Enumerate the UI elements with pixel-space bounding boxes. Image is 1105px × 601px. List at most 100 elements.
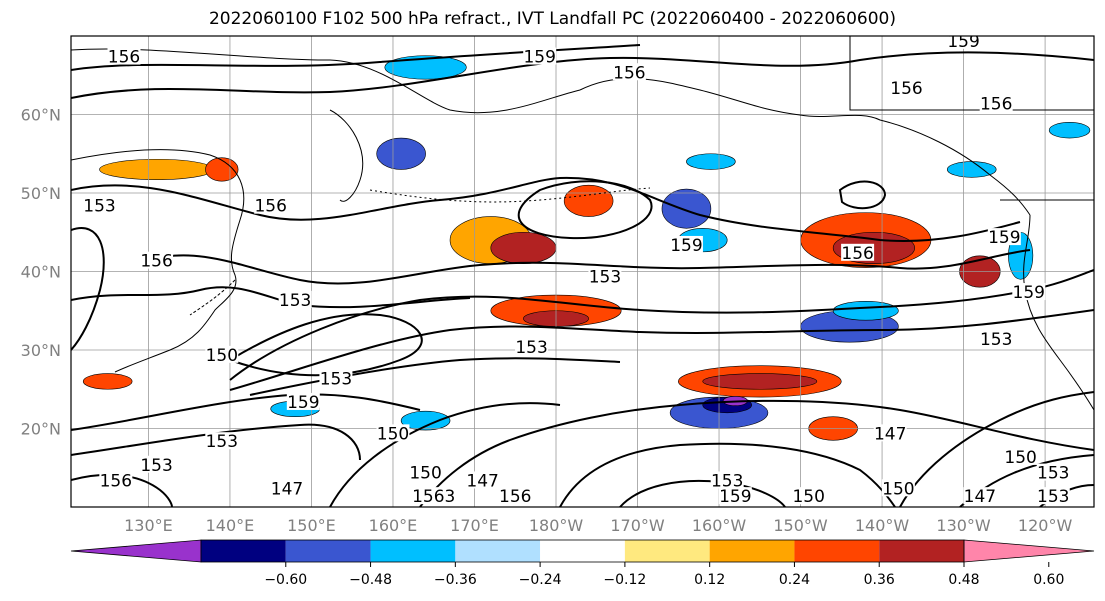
contour-label-bg: [498, 487, 532, 505]
colorbar-swatch: [370, 540, 456, 562]
colorbar-tick-label: −0.12: [603, 572, 646, 588]
longitude-label: 170°W: [610, 516, 665, 535]
contour-label-bg: [841, 243, 875, 261]
coastline-north-america: [1023, 214, 1094, 411]
longitude-label: 170°E: [450, 516, 499, 535]
contour-label-bg: [979, 330, 1013, 348]
contour-label-bg: [319, 369, 353, 387]
contour-label: 153: [1037, 464, 1069, 484]
contour-label: 147: [964, 487, 996, 507]
coastline-asia: [71, 149, 245, 373]
contour-label-bg: [881, 479, 915, 497]
contour-label: 147: [466, 471, 498, 491]
contour-label: 156: [108, 48, 140, 68]
coastline-siberia: [71, 48, 581, 114]
contour-label: 159: [670, 236, 702, 256]
contour-label: 159: [523, 48, 555, 68]
longitude-label: 130°W: [936, 516, 991, 535]
longitude-label: 130°E: [124, 516, 173, 535]
contour-label-bg: [979, 94, 1013, 112]
contour-label-bg: [140, 251, 174, 269]
fill-patch: [832, 301, 899, 321]
contour-label-bg: [669, 235, 703, 253]
contour-label-bg: [1012, 283, 1046, 301]
contour-label-bg: [612, 63, 646, 81]
contour-label: 150: [882, 479, 914, 499]
fill-patch: [82, 373, 133, 390]
contour-label: 150: [377, 424, 409, 444]
latitude-label: 30°N: [21, 341, 61, 360]
longitude-label: 180°W: [529, 516, 584, 535]
contour-label: 156: [100, 471, 132, 491]
contour-label: 156: [254, 197, 286, 217]
longitude-label: 120°W: [1018, 516, 1073, 535]
contour-label: 150: [1004, 448, 1036, 468]
contour-label-bg: [278, 290, 312, 308]
graticule: [71, 36, 1094, 507]
contour-label-bg: [286, 392, 320, 410]
colorbar-swatch: [709, 540, 795, 562]
contour-label-bg: [411, 487, 456, 505]
longitude-label: 160°W: [692, 516, 747, 535]
contour-label: 156: [499, 487, 531, 507]
contour-line: [71, 176, 1021, 242]
contour-label-bg: [83, 196, 117, 214]
contour-label-bg: [890, 78, 924, 96]
contour-label: 153: [515, 338, 547, 358]
map-title: 2022060100 F102 500 hPa refract., IVT La…: [208, 9, 896, 29]
contour-label: 150: [206, 346, 238, 366]
map-frame: [70, 35, 1095, 508]
fill-patch: [1048, 122, 1091, 139]
contour-label-bg: [1036, 463, 1070, 481]
contour-label: 153: [320, 369, 352, 389]
latitude-label: 20°N: [21, 420, 61, 439]
colorbar-swatch: [201, 540, 286, 562]
contour-label-bg: [588, 267, 622, 285]
contour-label-bg: [107, 47, 141, 65]
latitude-labels: 60°N 50°N 40°N 30°N 20°N: [21, 106, 61, 439]
fill-patch: [946, 161, 997, 178]
contour-label: 156: [980, 95, 1012, 115]
contour-label: 159: [1013, 283, 1045, 303]
contour-label-bg: [270, 479, 304, 497]
colorbar-swatch: [540, 540, 625, 562]
colorbar-tick-label: 0.60: [1033, 572, 1064, 588]
fill-patch: [661, 188, 712, 229]
longitude-label: 150°E: [287, 516, 336, 535]
contour-label-bg: [409, 463, 443, 481]
colorbar-outline: [200, 539, 965, 563]
geopotential-contours: [71, 44, 1094, 507]
coastline-aleutians: [369, 187, 651, 203]
contour-line: [838, 180, 887, 210]
colorbar-swatch: [285, 540, 371, 562]
coastline-japan: [189, 279, 236, 316]
colorbar-tick-label: −0.24: [519, 572, 562, 588]
colorbar-swatch: [879, 540, 964, 562]
contour-label: 150: [409, 464, 441, 484]
contour-label: 150: [792, 487, 824, 507]
contour-line: [329, 402, 561, 507]
fill-patch: [384, 55, 467, 80]
coastline-kamchatka: [329, 109, 364, 202]
contour-label: 147: [271, 479, 303, 499]
contour-line: [71, 51, 1094, 99]
fill-patch: [702, 373, 818, 390]
contour-line: [249, 357, 621, 396]
longitude-label: 160°E: [369, 516, 418, 535]
contour-label: 147: [874, 424, 906, 444]
contour-label: 153: [83, 197, 115, 217]
contour-label-bg: [963, 487, 997, 505]
colorbar-tick-label: 0.24: [779, 572, 810, 588]
colorbar-tick-label: 0.48: [948, 572, 979, 588]
contour-line: [227, 313, 423, 377]
contour-label-bg: [1004, 447, 1038, 465]
contour-label-bg: [466, 471, 500, 489]
colorbar-max-extend: [963, 539, 1095, 563]
contour-label: 159: [719, 487, 751, 507]
contour-label-bg: [947, 36, 981, 49]
contour-label: 156: [613, 63, 645, 83]
colorbar: −0.60 −0.48 −0.36 −0.24 −0.12 0.12 0.24 0.36 0.4…: [70, 539, 1095, 588]
contour-line: [71, 423, 361, 461]
contour-label-bg: [523, 47, 557, 65]
